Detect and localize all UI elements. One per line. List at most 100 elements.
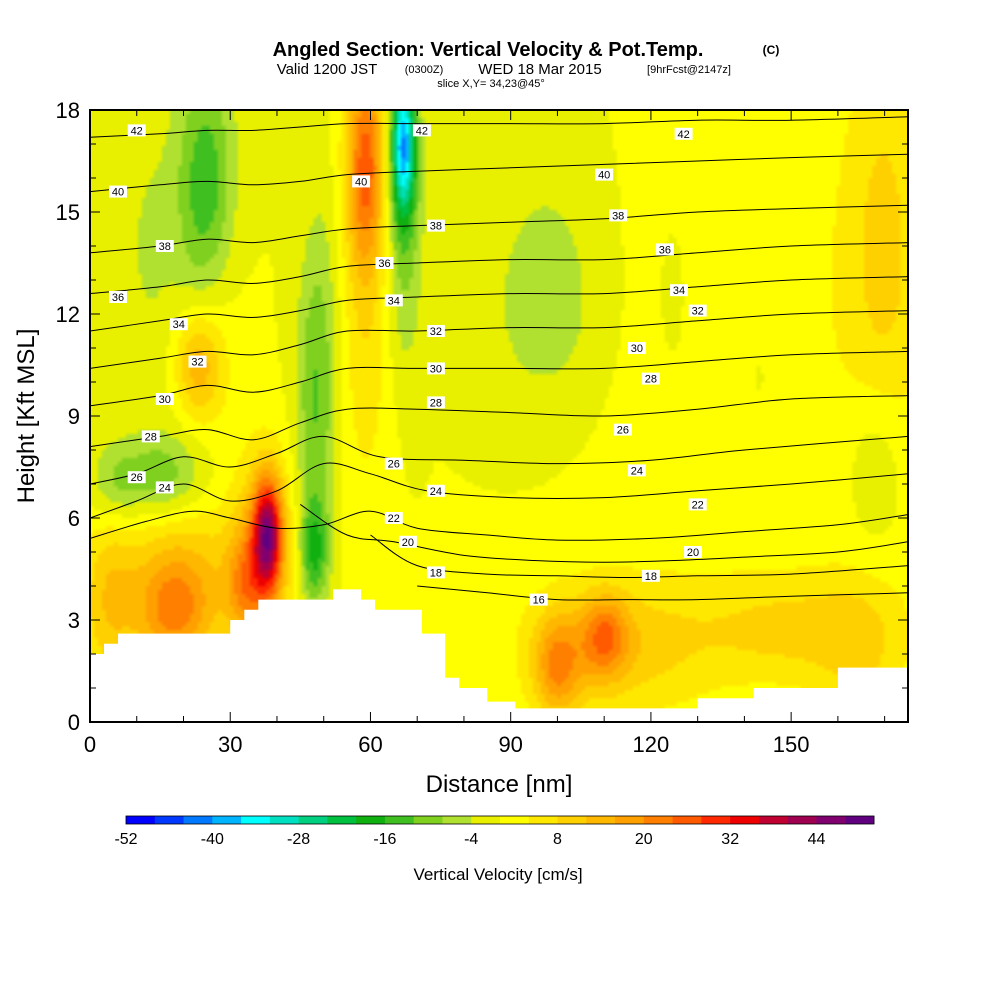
y-tick-label: 0 xyxy=(68,710,80,735)
theta-label: 40 xyxy=(352,175,371,188)
theta-label: 34 xyxy=(169,318,188,331)
plot-area: 42 42 42 40 40 40 38 38 38 36 36 36 34 34 34 32 32 32 30 30… xyxy=(90,110,908,722)
colorbar-swatch xyxy=(212,816,242,824)
theta-label-text: 42 xyxy=(416,125,428,137)
theta-label-text: 36 xyxy=(112,292,124,304)
theta-contour-30 xyxy=(90,350,908,407)
theta-label-text: 26 xyxy=(131,472,143,484)
colorbar-swatch xyxy=(528,816,558,824)
theta-label-text: 40 xyxy=(598,170,610,182)
theta-label: 32 xyxy=(188,355,207,369)
theta-label: 30 xyxy=(155,393,174,406)
theta-label: 38 xyxy=(155,240,174,253)
colorbar-tick-label: 44 xyxy=(808,831,826,848)
theta-label: 38 xyxy=(609,209,628,222)
theta-label: 36 xyxy=(109,291,127,304)
theta-label-text: 24 xyxy=(430,486,442,498)
theta-label-text: 30 xyxy=(159,394,171,406)
theta-label: 30 xyxy=(426,362,445,375)
theta-label: 28 xyxy=(641,372,660,386)
colorbar-swatch xyxy=(183,816,213,824)
colorbar-tick-label: -28 xyxy=(287,831,310,848)
theta-label: 36 xyxy=(655,243,674,256)
colorbar-swatch xyxy=(356,816,386,824)
theta-label-text: 38 xyxy=(430,221,442,233)
colorbar-swatch xyxy=(758,816,789,824)
theta-label: 24 xyxy=(155,481,174,494)
colorbar-swatch xyxy=(126,816,156,824)
y-axis-label: Height [Kft MSL] xyxy=(13,329,40,504)
theta-label: 30 xyxy=(627,342,646,355)
theta-contour-34 xyxy=(90,276,908,332)
theta-label: 42 xyxy=(412,124,431,137)
theta-label-text: 26 xyxy=(617,425,629,437)
theta-label-text: 32 xyxy=(692,306,704,318)
y-tick-label: 18 xyxy=(56,98,80,123)
colorbar-tick-label: 8 xyxy=(553,831,562,848)
theta-label: 26 xyxy=(127,471,146,484)
theta-label-text: 22 xyxy=(388,513,400,525)
y-tick-label: 15 xyxy=(56,200,80,225)
y-axis-ticks: 0 36 9 12 15 18 xyxy=(56,98,908,735)
theta-label-text: 26 xyxy=(388,459,400,471)
chart-title: Angled Section: Vertical Velocity & Pot.… xyxy=(273,39,704,61)
colorbar-tick-label: 20 xyxy=(635,831,653,848)
theta-contour-22 xyxy=(90,510,908,541)
theta-contour-20 xyxy=(300,503,908,563)
theta-label-text: 18 xyxy=(430,567,442,579)
theta-label-text: 32 xyxy=(191,357,203,369)
theta-label: 20 xyxy=(398,535,417,549)
colorbar-swatch xyxy=(845,816,875,824)
theta-label: 18 xyxy=(426,566,445,579)
colorbar-swatch xyxy=(643,816,674,824)
colorbar xyxy=(125,815,875,825)
x-axis-ticks: 0 30 60 90 120 150 xyxy=(84,110,886,757)
colorbar-tick-label: -4 xyxy=(464,831,478,848)
y-tick-label: 9 xyxy=(68,404,80,429)
colorbar-swatch xyxy=(298,816,328,824)
terrain-mask xyxy=(90,589,908,722)
theta-label: 16 xyxy=(529,593,548,607)
colorbar-swatch xyxy=(701,816,731,824)
theta-label: 40 xyxy=(595,168,614,182)
theta-label: 26 xyxy=(384,457,403,471)
theta-label: 18 xyxy=(641,569,660,583)
theta-label-text: 38 xyxy=(612,210,624,222)
theta-label-text: 22 xyxy=(692,499,704,511)
theta-label-text: 20 xyxy=(687,547,699,559)
theta-label-text: 28 xyxy=(145,431,157,443)
subtitle-utc: (0300Z) xyxy=(405,64,444,76)
theta-label: 26 xyxy=(613,423,632,437)
colorbar-swatch xyxy=(787,816,817,824)
theta-label-text: 32 xyxy=(430,326,442,338)
subtitle-date: WED 18 Mar 2015 xyxy=(478,61,601,78)
colorbar-label: Vertical Velocity [cm/s] xyxy=(413,865,582,884)
vertical-velocity-field xyxy=(90,110,908,722)
theta-label: 20 xyxy=(684,546,702,559)
colorbar-swatch xyxy=(816,816,846,824)
theta-label-text: 18 xyxy=(645,571,657,583)
theta-label-text: 34 xyxy=(173,319,185,331)
theta-label: 28 xyxy=(141,430,160,443)
theta-label-text: 20 xyxy=(402,537,414,549)
theta-label: 24 xyxy=(426,484,445,498)
theta-label-text: 16 xyxy=(533,595,545,607)
x-tick-label: 0 xyxy=(84,732,96,757)
theta-label: 38 xyxy=(426,219,445,233)
colorbar-tick-label: -52 xyxy=(114,831,137,848)
theta-label-text: 34 xyxy=(388,295,400,307)
y-tick-label: 12 xyxy=(56,302,80,327)
theta-label-text: 24 xyxy=(631,465,643,477)
theta-label: 22 xyxy=(384,512,403,525)
theta-label-text: 28 xyxy=(645,374,657,386)
theta-label-text: 38 xyxy=(159,241,171,253)
theta-contour-labels: 42 42 42 40 40 40 38 38 38 36 36 36 34 34 34 32 32 32 30 30… xyxy=(109,124,707,607)
colorbar-tick-label: -40 xyxy=(201,831,224,848)
theta-label-text: 40 xyxy=(112,187,124,199)
x-axis-label: Distance [nm] xyxy=(426,771,573,798)
colorbar-swatch xyxy=(730,816,760,824)
theta-contour-26 xyxy=(90,435,908,485)
theta-label-text: 40 xyxy=(355,176,367,188)
theta-label: 42 xyxy=(127,124,146,137)
theta-label-text: 30 xyxy=(430,363,442,375)
